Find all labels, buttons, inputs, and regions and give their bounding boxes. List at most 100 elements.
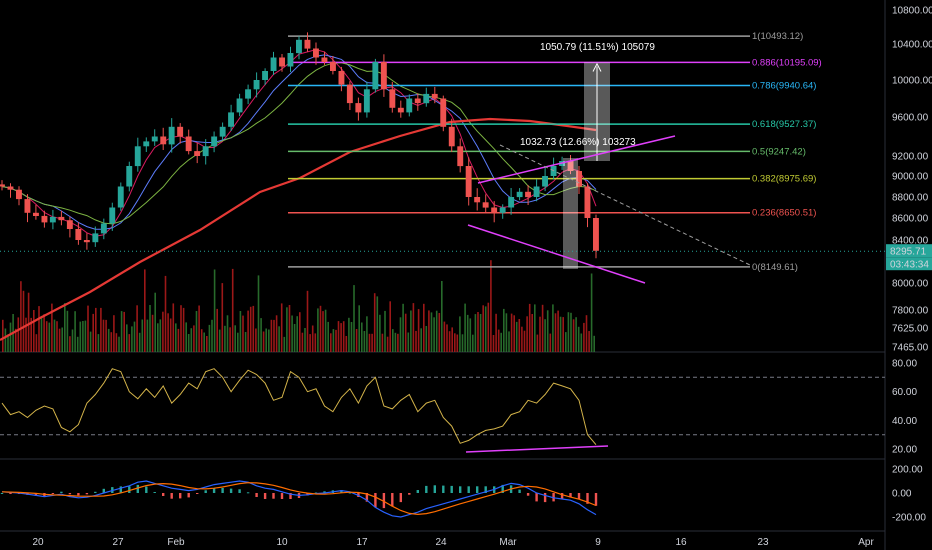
macd-histogram-bar <box>382 493 386 509</box>
price-tick-label: 9200.00 <box>892 152 929 163</box>
macd-histogram-bar <box>162 493 165 496</box>
volume-bar <box>278 326 280 352</box>
volume-bar <box>515 321 518 352</box>
volume-bar <box>528 303 531 352</box>
price-badges[interactable]: 8295.71 03:43:34 <box>886 244 932 271</box>
volume-bar <box>118 336 120 352</box>
volume-bar <box>335 329 337 352</box>
candle-body <box>0 184 5 187</box>
macd-histogram-bar <box>425 485 428 493</box>
macd-histogram-bar <box>467 486 470 493</box>
channel-upper-line[interactable] <box>477 135 676 184</box>
volume-bar <box>376 296 379 352</box>
volume-bar <box>575 317 577 352</box>
volume-bar <box>541 304 544 352</box>
volume-bar <box>585 315 588 352</box>
candle-body <box>440 98 447 127</box>
volume-bar <box>417 309 420 352</box>
candle-body <box>372 62 379 90</box>
price-tick-label: 7800.00 <box>892 306 929 317</box>
volume-bar <box>229 327 231 352</box>
current-price-badge[interactable] <box>886 244 932 258</box>
fib-level-label: 0.5(9247.42) <box>752 146 806 157</box>
volume-bar <box>218 329 221 352</box>
volume-bar <box>526 316 528 352</box>
volume-bar <box>56 321 58 352</box>
volume-bar <box>208 324 211 352</box>
volume-bar <box>404 313 407 352</box>
candle-body <box>228 112 234 127</box>
candle-body <box>516 191 523 198</box>
time-tick-label: Mar <box>499 537 517 548</box>
volume-bar <box>203 332 205 352</box>
volume-bar <box>79 321 82 352</box>
volume-bar <box>169 318 172 352</box>
macd-histogram-bar <box>77 493 80 496</box>
fib-level-label: 0.786(9940.64) <box>752 80 816 91</box>
macd-histogram-bar <box>102 488 105 493</box>
volume-bar <box>412 303 415 352</box>
macd-histogram-bar <box>280 493 284 499</box>
volume-bar <box>583 322 585 352</box>
volume-bar <box>552 304 554 352</box>
volume-bar <box>373 293 376 352</box>
fibonacci-retracement[interactable]: 1(10493.12) 0.886(10195.09) 0.786(9940.64)… <box>288 31 822 273</box>
volume-bar <box>363 331 366 352</box>
volume-bar <box>456 334 459 352</box>
candle-body <box>270 57 277 71</box>
volume-bar <box>428 310 430 352</box>
macd-histogram-bar <box>51 493 55 494</box>
macd-histogram-bar <box>128 486 131 493</box>
candle-body <box>355 103 362 113</box>
macd-histogram-bar <box>526 493 530 496</box>
candle-body <box>117 186 124 208</box>
drawing-tools[interactable]: 1050.79 (11.51%) 105079 1032.73 (12.66%) … <box>0 42 885 284</box>
candle-body <box>321 57 328 62</box>
candle-body <box>491 207 498 213</box>
macd-histogram-bar <box>68 493 72 495</box>
volume-bar <box>534 304 536 352</box>
macd-tick-label: -200.00 <box>892 513 926 524</box>
macd-histogram-bar <box>560 493 564 499</box>
macd-line <box>1 480 597 518</box>
price-range-box-lower[interactable] <box>563 158 578 269</box>
volume-bar <box>433 317 435 352</box>
volume-bar <box>513 315 515 352</box>
candle-body <box>525 191 531 198</box>
volume-bar <box>66 310 69 352</box>
time-tick-label: 16 <box>675 537 687 548</box>
candle-body <box>363 89 370 113</box>
macd-histogram-bar <box>365 493 369 502</box>
volume-bar <box>443 321 446 352</box>
volume-bar <box>38 306 40 352</box>
time-tick-label: Feb <box>167 537 185 548</box>
volume-bar <box>162 311 164 352</box>
volume-bar <box>430 312 433 352</box>
volume-bar <box>71 329 74 352</box>
volume-bar <box>177 328 180 352</box>
volume-bar <box>549 333 552 352</box>
volume-bar <box>92 313 94 352</box>
volume-bar <box>546 310 549 352</box>
candle-body <box>109 207 116 224</box>
dashed-trendline[interactable] <box>499 144 751 266</box>
volume-bar <box>484 306 487 352</box>
volume-bar <box>157 323 159 352</box>
volume-bar <box>389 301 391 352</box>
candle-body <box>482 202 489 208</box>
channel-lower-line[interactable] <box>467 224 646 284</box>
range-arrowhead-upper <box>592 62 602 72</box>
macd-histogram-bar <box>569 493 572 498</box>
volume-bar <box>293 324 296 352</box>
volume-bar <box>593 335 595 352</box>
candle-body <box>49 216 56 223</box>
volume-bar <box>100 307 102 352</box>
rsi-divergence-line[interactable] <box>465 445 609 453</box>
volume-bar <box>128 334 131 352</box>
macd-histogram-bar <box>153 492 156 493</box>
candle-body <box>92 233 99 243</box>
volume-bar <box>95 307 97 352</box>
countdown-badge[interactable] <box>886 257 932 271</box>
candle-body <box>576 171 582 187</box>
